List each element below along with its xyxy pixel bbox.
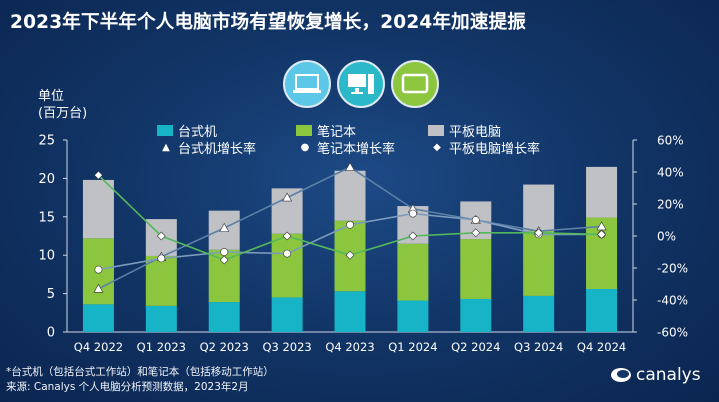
- legend-label-tablet: 平板电脑: [449, 125, 502, 140]
- legend-swatch-tablet: [428, 125, 444, 136]
- x-tick-label: Q2 2024: [451, 340, 500, 354]
- bar-desktop: [145, 305, 177, 332]
- legend-label-tablet-growth: 平板电脑增长率: [449, 142, 541, 157]
- y-tick-left-label: 25: [38, 134, 55, 149]
- legend-label-notebook: 笔记本: [317, 125, 357, 140]
- y-tick-right-label: -60%: [657, 326, 688, 340]
- y-tick-left-label: 5: [47, 287, 55, 302]
- point-desktop-growth: [344, 162, 356, 171]
- y-tick-right-label: 40%: [657, 166, 684, 180]
- y-tick-left-label: 10: [38, 249, 55, 264]
- point-notebook-growth: [157, 254, 166, 263]
- bar-desktop: [523, 295, 555, 332]
- footnote-definition: *台式机（包括台式工作站）和笔记本（包括移动工作站）: [6, 366, 274, 378]
- bar-desktop: [208, 302, 240, 332]
- point-tablet-growth: [94, 170, 103, 180]
- point-notebook-growth: [408, 209, 417, 218]
- canalys-logo: canalys: [610, 365, 701, 385]
- bar-tablet: [523, 184, 555, 231]
- y-tick-right-label: 60%: [657, 134, 684, 148]
- legend-swatch-desktop: [157, 125, 173, 136]
- bar-tablet: [586, 166, 618, 218]
- y-axis-unit-detail: (百万台): [38, 106, 88, 121]
- legend-label-desktop-growth: 台式机增长率: [178, 142, 257, 157]
- point-tablet-growth: [597, 229, 606, 239]
- legend-label-desktop: 台式机: [178, 125, 218, 140]
- point-tablet-growth: [345, 250, 355, 260]
- point-notebook-growth: [220, 248, 229, 256]
- point-notebook-growth: [346, 220, 354, 229]
- bar-desktop: [82, 304, 114, 332]
- legend-label-notebook-growth: 笔记本增长率: [317, 142, 396, 157]
- footnote-source: 来源: Canalys 个人电脑分析预测数据，2023年2月: [6, 381, 249, 393]
- bar-notebook: [271, 233, 303, 298]
- tablet-icon: [391, 60, 439, 108]
- dot-marker-icon: ●: [300, 142, 310, 153]
- bar-notebook: [523, 230, 555, 296]
- bar-notebook: [460, 239, 492, 299]
- canalys-logo-icon: [611, 368, 631, 382]
- point-notebook-growth: [94, 265, 103, 274]
- legend-notebook-growth: ● 笔记本增长率: [296, 138, 395, 157]
- point-notebook-growth: [283, 249, 292, 258]
- point-tablet-growth: [408, 231, 418, 241]
- page-title: 2023年下半年个人电脑市场有望恢复增长，2024年加速提振: [10, 12, 526, 33]
- legend-tablet-growth: ◆ 平板电脑增长率: [428, 138, 540, 157]
- point-tablet-growth: [156, 231, 166, 241]
- point-tablet-growth: [219, 255, 229, 265]
- y-tick-left-label: 15: [38, 210, 55, 225]
- bar-desktop: [271, 297, 303, 332]
- diamond-marker-icon: ◆: [433, 142, 441, 153]
- bar-desktop: [460, 298, 492, 332]
- y-tick-left-label: 0: [47, 326, 55, 341]
- legend-tablet: 平板电脑: [428, 121, 501, 140]
- x-tick-label: Q1 2024: [388, 340, 437, 354]
- x-tick-label: Q3 2024: [514, 340, 563, 354]
- bar-notebook: [397, 243, 429, 301]
- point-notebook-growth: [471, 216, 480, 224]
- y-axis-left-label: 单位 (百万台): [38, 88, 87, 122]
- brand-name: canalys: [636, 365, 701, 385]
- y-tick-right-label: -40%: [657, 294, 688, 308]
- point-desktop-growth: [219, 222, 230, 232]
- bar-tablet: [82, 179, 114, 239]
- bar-desktop: [397, 300, 429, 332]
- triangle-marker-icon: ▲: [162, 142, 170, 153]
- bar-tablet: [334, 170, 366, 221]
- y-axis-unit: 单位: [38, 89, 65, 104]
- laptop-icon: [283, 60, 331, 108]
- legend-desktop: 台式机: [157, 121, 217, 140]
- y-tick-left-label: 20: [38, 172, 55, 187]
- x-tick-label: Q4 2024: [577, 340, 626, 354]
- point-desktop-growth: [282, 192, 293, 202]
- bar-desktop: [334, 291, 366, 332]
- x-tick-label: Q4 2022: [74, 340, 123, 354]
- point-tablet-growth: [282, 231, 292, 241]
- x-tick-label: Q3 2023: [262, 340, 311, 354]
- legend-notebook: 笔记本: [296, 121, 356, 140]
- point-tablet-growth: [534, 228, 544, 238]
- x-tick-label: Q1 2023: [137, 340, 186, 354]
- x-tick-label: Q4 2023: [325, 340, 374, 354]
- x-tick-label: Q2 2023: [200, 340, 249, 354]
- y-tick-right-label: 0%: [657, 230, 676, 244]
- point-tablet-growth: [471, 228, 481, 238]
- bar-desktop: [586, 288, 618, 332]
- y-tick-right-label: 20%: [657, 198, 684, 212]
- legend-swatch-notebook: [296, 125, 312, 136]
- legend-desktop-growth: ▲ 台式机增长率: [157, 138, 256, 157]
- desktop-icon: [337, 60, 385, 108]
- point-desktop-growth: [93, 283, 104, 293]
- y-tick-right-label: -20%: [657, 262, 688, 276]
- point-desktop-growth: [596, 221, 607, 231]
- bar-notebook: [145, 255, 177, 306]
